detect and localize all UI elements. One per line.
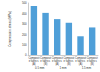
svg-text:(B): (B) <box>67 62 71 66</box>
svg-text:Composit: Composit <box>86 56 98 60</box>
svg-text:e fabrics: e fabrics <box>40 59 51 63</box>
svg-text:Composit: Composit <box>75 56 86 60</box>
svg-text:(A): (A) <box>78 62 83 66</box>
svg-text:Composit: Composit <box>40 56 51 60</box>
svg-text:e fabrics: e fabrics <box>63 59 75 63</box>
svg-text:1 mm: 1 mm <box>60 65 68 69</box>
svg-text:1.5 mm: 1.5 mm <box>82 65 92 69</box>
svg-text:(B): (B) <box>43 62 48 66</box>
svg-text:Compression stress (MPa): Compression stress (MPa) <box>8 11 12 47</box>
svg-text:e fabrics: e fabrics <box>28 59 40 63</box>
svg-text:300: 300 <box>22 22 27 26</box>
svg-text:e fabrics: e fabrics <box>51 59 63 63</box>
svg-text:e fabrics: e fabrics <box>75 59 86 63</box>
svg-text:500: 500 <box>22 1 27 5</box>
svg-text:(B): (B) <box>90 62 94 66</box>
svg-text:400: 400 <box>22 11 27 15</box>
svg-text:(A): (A) <box>55 62 59 66</box>
svg-text:0.5 mm: 0.5 mm <box>35 65 45 69</box>
svg-text:0: 0 <box>25 53 27 57</box>
svg-text:(A): (A) <box>32 62 36 66</box>
svg-text:Composit: Composit <box>51 56 63 60</box>
svg-text:Composit: Composit <box>28 56 40 60</box>
svg-text:Composit: Composit <box>63 56 75 60</box>
svg-text:200: 200 <box>22 32 27 36</box>
svg-text:e fabrics: e fabrics <box>86 59 98 63</box>
svg-text:100: 100 <box>22 43 27 47</box>
